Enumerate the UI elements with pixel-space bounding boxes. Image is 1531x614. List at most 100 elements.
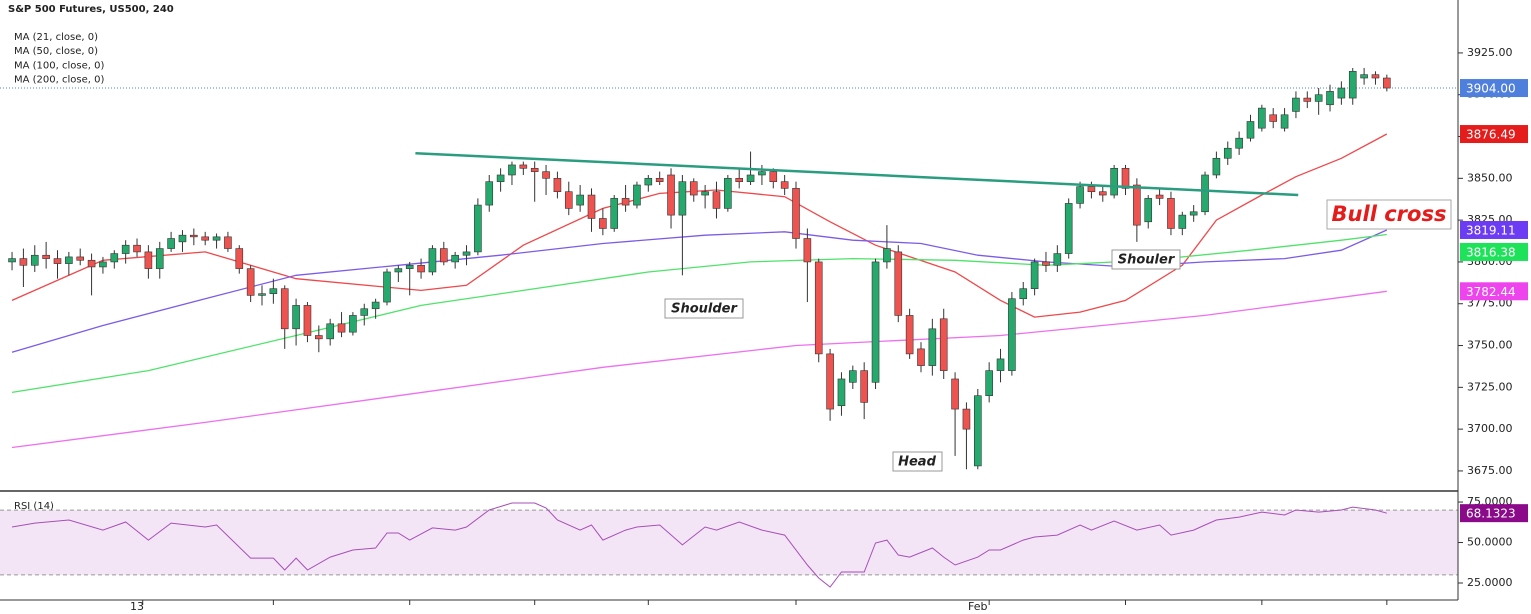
candle-body	[258, 293, 266, 296]
legend-entry: MA (50, close, 0)	[14, 46, 98, 57]
candle-body	[508, 164, 516, 176]
y-tick-label: 3850.00	[1467, 171, 1513, 184]
candle-body	[689, 181, 698, 196]
annotation: Shoulder	[671, 302, 738, 317]
chart-title: S&P 500 Futures, US500, 240	[8, 4, 174, 15]
ma-line	[11, 229, 1388, 353]
candle-body	[121, 244, 130, 254]
candle-body	[1121, 167, 1130, 189]
legend-entry: MA (200, close, 0)	[14, 75, 104, 86]
candle-body	[1053, 253, 1062, 266]
candle-body	[962, 408, 971, 430]
candle-body	[701, 191, 709, 196]
y-tick-label: 3725.00	[1467, 380, 1513, 393]
ma-line	[11, 133, 1388, 318]
candle-body	[1155, 194, 1164, 199]
candle-body	[1201, 174, 1209, 213]
candle-body	[451, 254, 459, 263]
candle-body	[201, 236, 209, 241]
annotation-box	[892, 451, 943, 472]
candle-body	[1042, 261, 1050, 266]
candle-body	[133, 244, 141, 253]
candle-body	[1212, 157, 1221, 176]
candle-body	[190, 234, 198, 238]
ma-line	[11, 233, 1387, 394]
candle-body	[474, 204, 482, 253]
candle-body	[1246, 121, 1255, 139]
annotation-box	[1326, 199, 1452, 230]
candle-body	[167, 238, 175, 249]
candle-body	[985, 370, 993, 396]
candle-body	[337, 323, 346, 333]
candle-body	[496, 174, 505, 182]
candle-body	[780, 181, 789, 189]
candle-body	[1348, 71, 1357, 99]
candle-body	[758, 171, 766, 176]
candle-body	[746, 174, 755, 182]
candle-body	[564, 191, 573, 209]
candle-body	[360, 308, 369, 316]
candle-body	[610, 198, 619, 229]
candle-body	[1189, 211, 1198, 216]
candle-body	[792, 188, 800, 239]
candle-body	[42, 254, 50, 259]
candle-body	[1030, 261, 1039, 289]
candle-body	[405, 264, 414, 269]
candle-body	[280, 288, 289, 330]
candle-body	[849, 370, 857, 383]
candle-body	[235, 248, 244, 269]
candle-body	[1167, 198, 1175, 229]
candle-body	[110, 253, 119, 263]
candle-body	[905, 315, 914, 355]
candle-body	[939, 318, 948, 371]
y-tick-label: 3925.00	[1467, 46, 1513, 59]
rsi-label-box	[1460, 504, 1528, 523]
candle-body	[1223, 147, 1232, 159]
candle-body	[417, 264, 425, 273]
price-panel: 3675.003700.003725.003750.003775.003800.…	[0, 46, 1528, 477]
candle-body	[1098, 191, 1107, 196]
candle-body	[1383, 77, 1391, 89]
candle-body	[212, 236, 221, 241]
annotation: Head	[898, 455, 936, 470]
candle-body	[1258, 107, 1266, 129]
rsi-band	[0, 510, 1458, 575]
price-label-box	[1460, 79, 1528, 98]
candle-body	[178, 234, 187, 243]
legend-entry: MA (21, close, 0)	[14, 32, 98, 43]
candle-body	[996, 358, 1005, 371]
price-label-box	[1460, 220, 1528, 239]
candle-body	[837, 378, 846, 407]
candle-body	[383, 271, 391, 303]
candle-body	[1292, 97, 1300, 112]
price-label-box	[1460, 282, 1528, 301]
candle-body	[1076, 186, 1084, 204]
legend-entry: MA (100, close, 0)	[14, 60, 104, 71]
candle-body	[769, 171, 778, 182]
candle-body	[246, 268, 255, 296]
candle-body	[644, 178, 653, 186]
candle-body	[1280, 114, 1289, 129]
candle-body	[292, 305, 300, 330]
annotation: Shouler	[1118, 253, 1176, 268]
candle-body	[1303, 97, 1312, 102]
candle-body	[633, 184, 641, 206]
candle-body	[1110, 167, 1118, 196]
candle-body	[1144, 198, 1153, 223]
candle-body	[678, 181, 687, 216]
rsi-label: 68.1323	[1466, 507, 1516, 521]
rsi-line	[11, 502, 1387, 588]
annotations: Shoulder Head Shouler Bull cross	[664, 199, 1452, 472]
candle-body	[553, 178, 562, 193]
candle-body	[303, 305, 312, 336]
candle-body	[1019, 288, 1028, 300]
candle-body	[1008, 298, 1016, 371]
candle-body	[428, 248, 437, 273]
candle-body	[99, 261, 107, 268]
y-tick-label: 3675.00	[1467, 464, 1513, 477]
candle-body	[269, 288, 278, 295]
candle-body	[974, 395, 982, 467]
candle-body	[735, 178, 744, 182]
candle-body	[155, 248, 164, 269]
